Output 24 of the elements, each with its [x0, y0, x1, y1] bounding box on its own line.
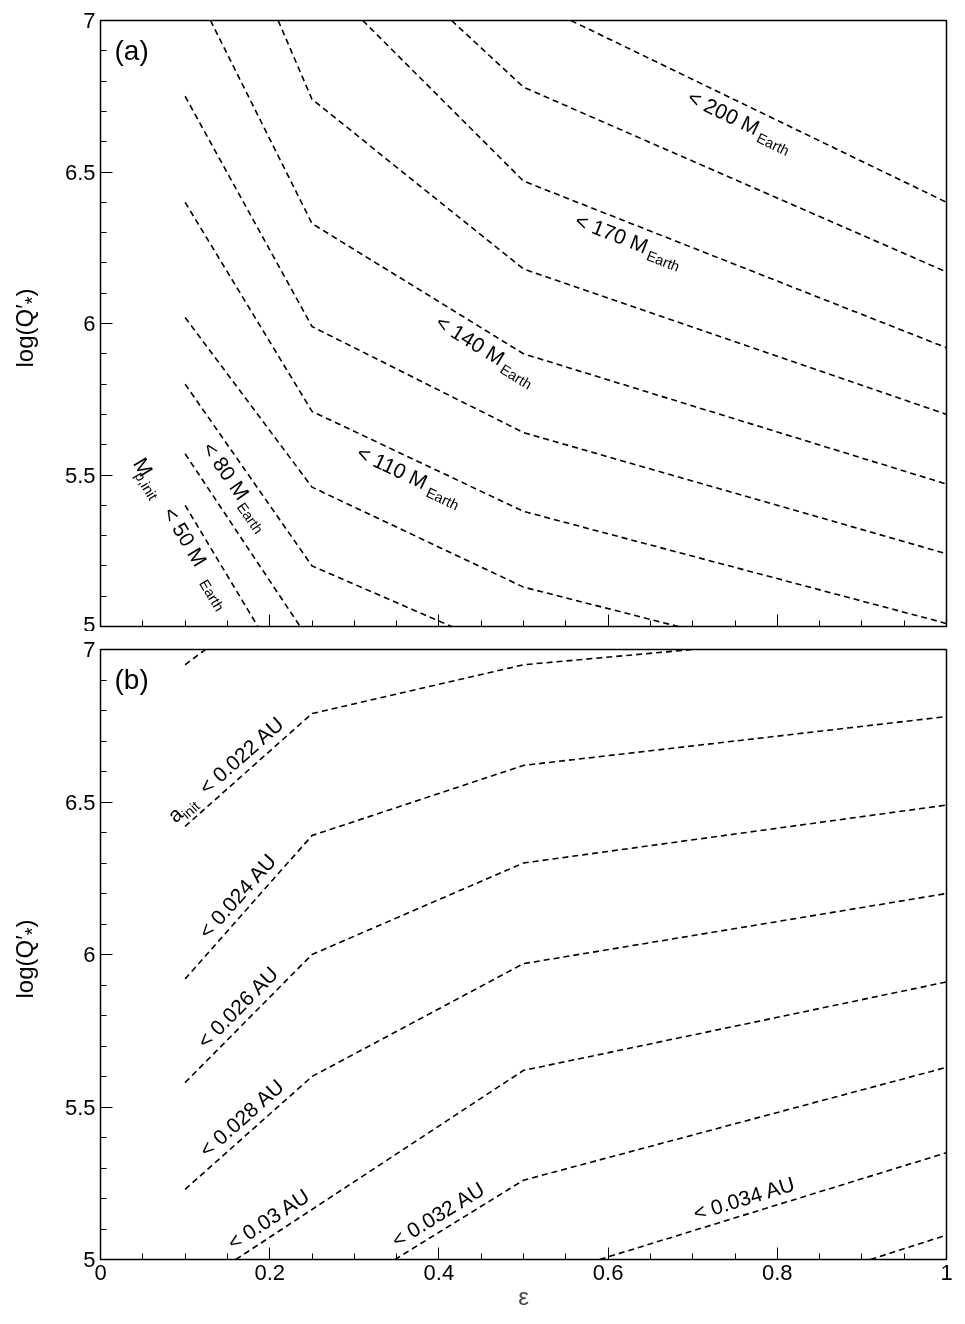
x-tick-label: 0.6 — [592, 1259, 624, 1285]
x-tick-label: 0.2 — [254, 1259, 285, 1285]
annotation: (b) — [114, 664, 149, 695]
y-tick-label: 5 — [83, 611, 96, 637]
x-tick-label: 1 — [940, 1259, 953, 1285]
x-axis-title: ε — [518, 1282, 530, 1310]
x-tick-label: 0.8 — [762, 1259, 793, 1285]
annotation: < 170 MEarth — [571, 208, 683, 275]
y-tick-label: 6.5 — [64, 159, 96, 185]
annotation: < 0.034 AU — [690, 1171, 798, 1225]
y-tick-label: 7 — [83, 637, 96, 662]
y-tick-label: 5 — [83, 1247, 96, 1272]
y-tick-label: 5.5 — [64, 462, 96, 488]
y-tick-label: 6 — [83, 311, 96, 336]
y-tick-label: 5.5 — [64, 1094, 96, 1120]
annotation: (a) — [114, 35, 149, 66]
x-tick-label: 0 — [94, 1259, 107, 1285]
y-tick-label: 6 — [83, 942, 96, 967]
annotation: < 200 MEarth — [684, 85, 792, 159]
annotation: < 110 MEarth — [353, 440, 462, 514]
y-tick-label: 7 — [83, 8, 96, 33]
y-tick-label: 6.5 — [64, 789, 96, 815]
x-tick-label: 0.4 — [423, 1259, 455, 1285]
annotation: < 0.03 AU — [222, 1183, 314, 1255]
